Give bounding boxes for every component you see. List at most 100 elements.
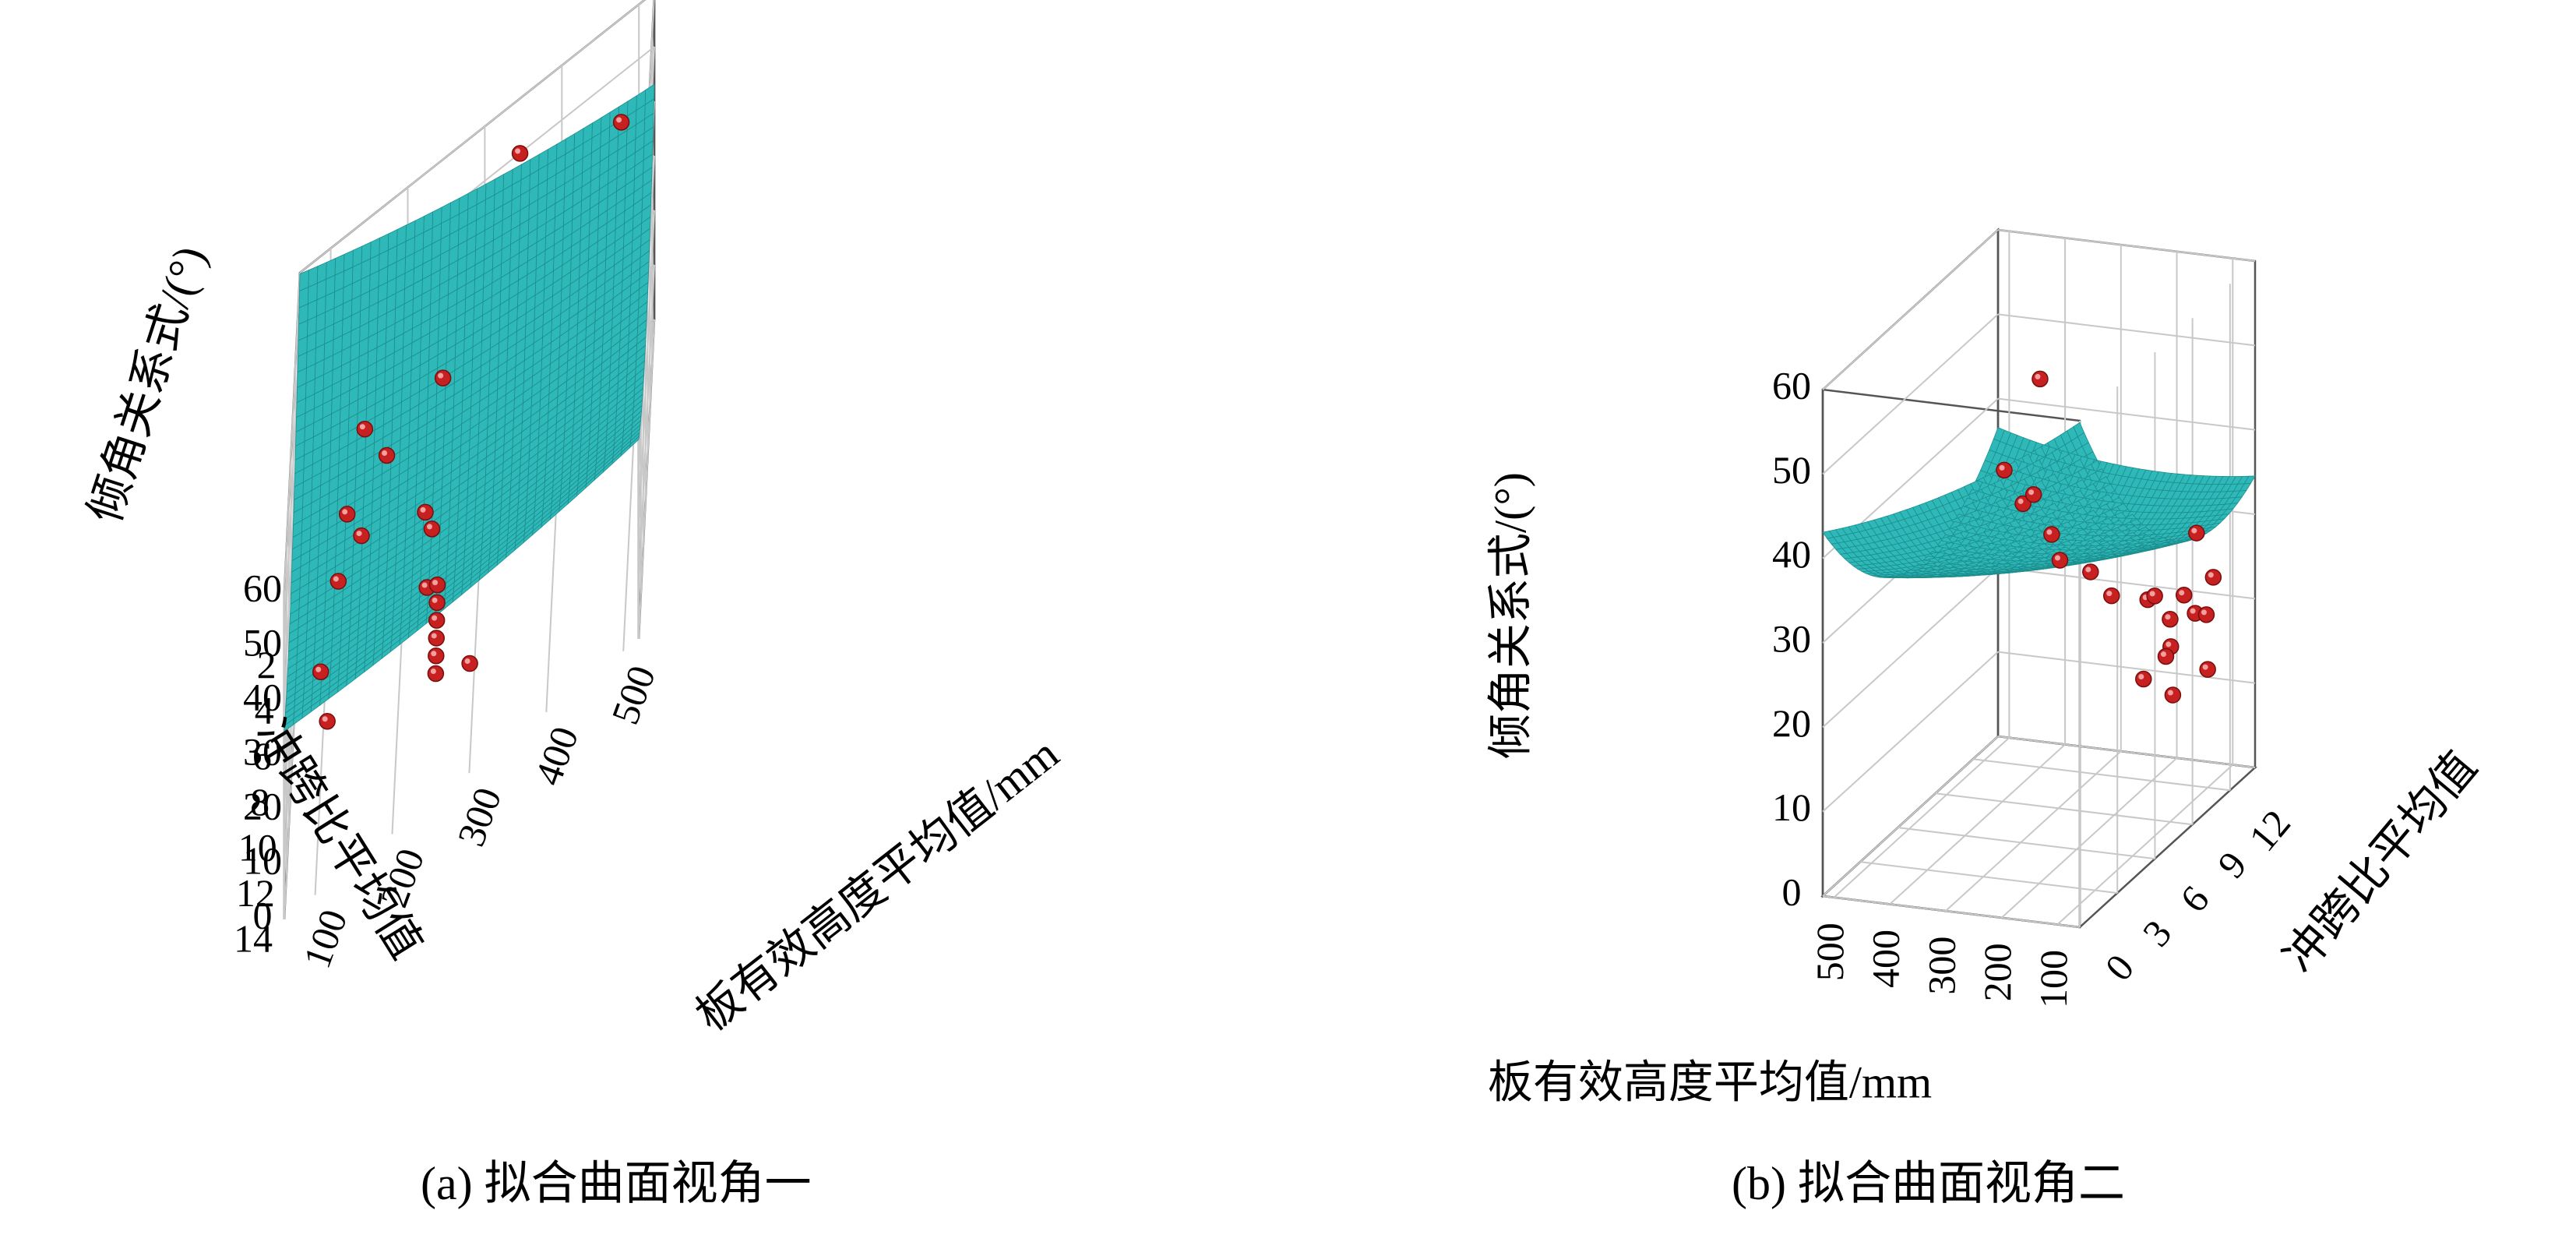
- a-surface: [284, 83, 655, 732]
- b-data-point-highlight: [2165, 614, 2171, 620]
- b-data-point: [2197, 606, 2215, 623]
- b-y-tick: 0: [2096, 946, 2142, 989]
- a-data-point: [319, 712, 336, 730]
- b-data-point: [2188, 524, 2205, 542]
- b-surface: [1822, 422, 2256, 579]
- b-gridline: [1997, 736, 2256, 768]
- b-data-point: [2025, 485, 2042, 503]
- a-data-point: [612, 114, 630, 131]
- a-data-point: [428, 612, 446, 629]
- a-y-tick: 2: [257, 643, 277, 686]
- b-gridline: [1822, 651, 1999, 813]
- a-y-tick: 4: [255, 689, 274, 732]
- b-data-point-highlight: [2202, 664, 2208, 670]
- b-x-tick: 300: [1919, 937, 1963, 995]
- a-y-tick: 12: [236, 871, 275, 915]
- a-data-point-highlight: [315, 666, 322, 672]
- a-data-point-highlight: [420, 506, 426, 513]
- a-data-point-highlight: [431, 651, 437, 657]
- b-data-point-highlight: [2149, 591, 2155, 597]
- a-z-axis-label: 倾角关系式/(°): [79, 240, 216, 528]
- b-data-point-highlight: [2035, 373, 2041, 379]
- a-z-tick: 50: [243, 620, 282, 664]
- a-z-tick: 20: [243, 784, 282, 827]
- b-points: [1996, 370, 2222, 704]
- a-data-point: [329, 573, 347, 590]
- b-gridline: [1822, 229, 1999, 390]
- a-data-point: [428, 576, 446, 594]
- b-z-tick: 20: [1772, 701, 1811, 745]
- a-data-point-highlight: [431, 633, 437, 639]
- b-gridline: [1997, 229, 2256, 262]
- b-gridline: [1935, 792, 2193, 826]
- b-data-point-highlight: [2190, 608, 2196, 614]
- b-z-tick: 50: [1772, 448, 1811, 492]
- b-z-tick: 40: [1772, 532, 1811, 576]
- panel-a: 0 10 20 30 40 50 60 100 200 300 400 500 2 4 6 8 10 12 14 板有…: [79, 0, 1068, 1209]
- b-data-point-highlight: [2179, 590, 2185, 596]
- a-data-point-highlight: [356, 531, 362, 537]
- b-y-tick: 6: [2172, 877, 2218, 920]
- b-gridline: [1822, 736, 1999, 897]
- a-y-tick: 10: [238, 825, 277, 869]
- a-x-tick: 500: [603, 660, 664, 730]
- b-gridline: [1860, 861, 2118, 894]
- b-data-point: [2162, 610, 2179, 628]
- a-data-point-highlight: [616, 117, 622, 123]
- b-gridline: [1822, 566, 1999, 729]
- b-z-tick: 30: [1772, 616, 1811, 660]
- b-data-point-highlight: [2201, 609, 2207, 616]
- caption-b: (b) 拟合曲面视角二: [1732, 1158, 2125, 1209]
- b-x-tick: 400: [1864, 930, 1908, 988]
- b-z-tick: 0: [1782, 870, 1802, 913]
- b-data-point-highlight: [2085, 566, 2091, 573]
- b-data-point: [2135, 670, 2152, 688]
- b-data-point: [2146, 587, 2163, 605]
- b-gridline: [1889, 743, 2066, 905]
- a-gridline: [299, 0, 646, 273]
- a-y-tick: 8: [250, 780, 270, 824]
- a-data-point: [356, 420, 374, 438]
- a-data-point-highlight: [359, 424, 365, 430]
- b-data-point: [2164, 686, 2182, 704]
- a-data-point-highlight: [464, 658, 470, 665]
- b-z-axis-label: 倾角关系式/(°): [1485, 472, 1535, 759]
- a-y-tick: 14: [234, 916, 273, 960]
- a-z-tick: 0: [253, 893, 273, 937]
- b-data-point-highlight: [2138, 674, 2144, 680]
- b-grid: [1822, 229, 2256, 928]
- a-data-point: [428, 594, 446, 612]
- a-x-tick: 300: [449, 782, 509, 852]
- b-gridline: [1997, 651, 2256, 684]
- b-data-point: [2175, 586, 2193, 604]
- b-y-tick: 12: [2240, 802, 2299, 859]
- b-x-tick: 100: [2032, 950, 2075, 1008]
- b-data-point: [2204, 569, 2222, 586]
- b-data-point-highlight: [2160, 651, 2166, 657]
- a-data-point-highlight: [421, 582, 428, 588]
- a-data-point: [378, 446, 396, 464]
- panel-b: 0 10 20 30 40 50 60 500 400 300 200 100 0 3 6 9 12 板有效高度平…: [1288, 0, 2576, 1242]
- b-gridline: [1997, 397, 2256, 431]
- a-data-point: [461, 655, 478, 672]
- a-data-point-highlight: [438, 372, 444, 379]
- b-data-point-highlight: [2017, 498, 2024, 504]
- a-data-point-highlight: [515, 148, 521, 154]
- b-data-point-highlight: [2191, 527, 2197, 534]
- a-data-point: [427, 665, 445, 683]
- a-y-tick: 6: [252, 734, 272, 778]
- b-data-point: [2051, 552, 2069, 569]
- b-y-axis-label: 冲跨比平均值: [2274, 742, 2486, 982]
- a-data-point: [423, 520, 441, 538]
- a-x-tick: 100: [294, 904, 355, 974]
- a-data-point-highlight: [432, 580, 439, 586]
- b-data-point: [2103, 587, 2120, 605]
- a-data-point: [417, 503, 434, 521]
- b-x-tick: 500: [1808, 923, 1852, 981]
- b-y-tick: 3: [2134, 912, 2180, 954]
- a-data-point: [312, 663, 329, 681]
- b-data-point-highlight: [2054, 555, 2060, 561]
- a-data-point-highlight: [432, 615, 438, 621]
